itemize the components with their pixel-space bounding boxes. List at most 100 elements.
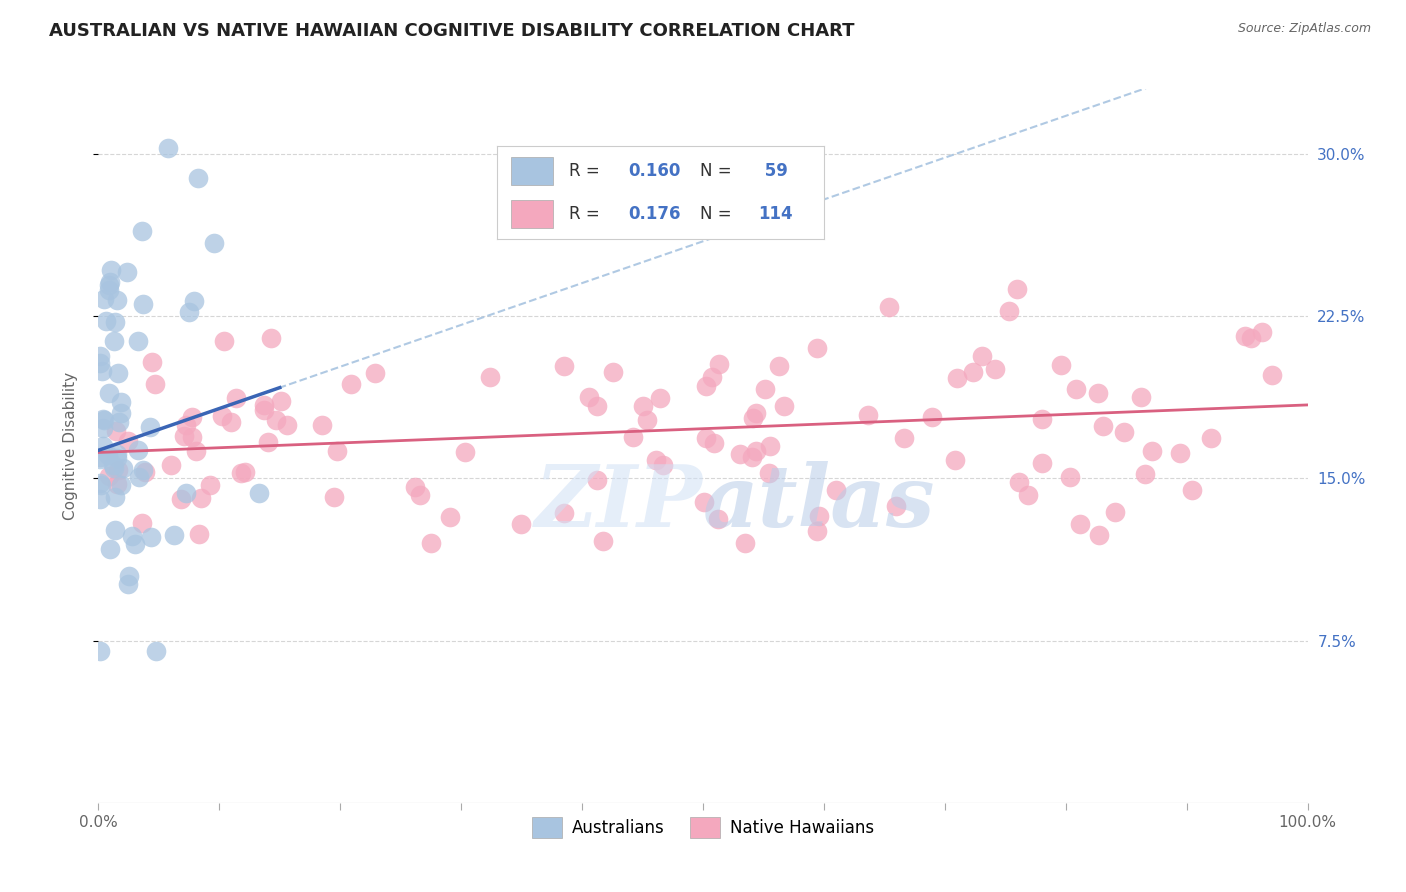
Point (105, 450, 128, 465)
Point (806, 524, 828, 538)
Point (970, 349, 993, 363)
Point (553, 359, 575, 374)
Point (107, 366, 129, 380)
Point (256, 435, 278, 450)
Point (700, 370, 723, 384)
Point (695, 431, 717, 445)
Point (650, 391, 672, 405)
Point (1112, 425, 1135, 439)
Point (128, 470, 150, 484)
Point (91, 440, 114, 454)
Point (1091, 419, 1114, 434)
Point (1064, 382, 1087, 396)
Point (89, 476, 111, 491)
Point (621, 430, 644, 444)
Point (709, 358, 731, 372)
Point (202, 236, 225, 251)
Point (143, 377, 166, 392)
Point (768, 359, 790, 373)
Point (745, 444, 768, 458)
Point (439, 509, 461, 524)
Point (1087, 385, 1109, 400)
Point (644, 453, 666, 467)
Point (754, 382, 776, 396)
Point (1005, 282, 1028, 296)
Point (586, 399, 609, 413)
Point (190, 491, 212, 505)
Point (198, 478, 221, 492)
Point (186, 444, 208, 458)
Text: Source: ZipAtlas.com: Source: ZipAtlas.com (1237, 22, 1371, 36)
Point (260, 331, 283, 345)
Point (636, 413, 658, 427)
Point (93, 413, 115, 427)
Point (187, 171, 209, 186)
Point (91, 364, 114, 378)
Point (89, 451, 111, 466)
Point (174, 486, 197, 500)
Point (127, 334, 149, 348)
Point (253, 398, 276, 412)
Point (363, 367, 385, 381)
Point (117, 434, 139, 449)
Point (1087, 528, 1109, 542)
Point (744, 406, 766, 420)
Point (107, 463, 129, 477)
Point (98, 283, 121, 297)
Point (323, 491, 346, 505)
Point (104, 523, 127, 537)
Point (110, 406, 132, 420)
Point (212, 334, 235, 349)
Point (1133, 467, 1156, 481)
Point (602, 365, 624, 379)
Point (553, 506, 575, 520)
Point (1201, 431, 1223, 445)
Point (181, 410, 204, 425)
Point (773, 399, 796, 413)
Point (311, 417, 333, 432)
Point (117, 577, 139, 591)
Point (104, 315, 127, 329)
Point (160, 458, 183, 472)
Point (264, 412, 287, 426)
Point (651, 458, 673, 473)
Point (231, 467, 253, 481)
Text: AUSTRALIAN VS NATIVE HAWAIIAN COGNITIVE DISABILITY CORRELATION CHART: AUSTRALIAN VS NATIVE HAWAIIAN COGNITIVE … (49, 22, 855, 40)
Point (105, 293, 128, 307)
Point (707, 512, 730, 526)
Point (97, 385, 120, 400)
Point (578, 390, 600, 404)
Point (97, 469, 120, 483)
Point (139, 529, 162, 543)
Point (326, 444, 349, 458)
Point (409, 487, 432, 501)
Point (187, 526, 209, 541)
Point (1233, 329, 1256, 343)
Point (984, 362, 1007, 376)
Point (1181, 483, 1204, 498)
Point (104, 490, 127, 504)
Point (176, 417, 198, 432)
Point (1168, 446, 1191, 460)
Point (89, 349, 111, 363)
Point (742, 410, 765, 425)
Point (806, 341, 828, 355)
Point (145, 644, 167, 658)
Point (1250, 325, 1272, 339)
Point (235, 465, 257, 479)
Point (1260, 368, 1282, 383)
Point (89, 450, 111, 465)
Point (105, 477, 128, 491)
Point (131, 223, 153, 237)
Text: atlas: atlas (703, 461, 935, 545)
Text: ZIP: ZIP (536, 461, 703, 545)
Point (100, 275, 122, 289)
Point (253, 402, 276, 417)
Point (825, 483, 848, 497)
Point (454, 445, 477, 459)
Point (946, 371, 969, 385)
Point (93, 421, 115, 435)
Point (1240, 331, 1263, 345)
Point (107, 415, 129, 429)
Point (131, 297, 153, 311)
